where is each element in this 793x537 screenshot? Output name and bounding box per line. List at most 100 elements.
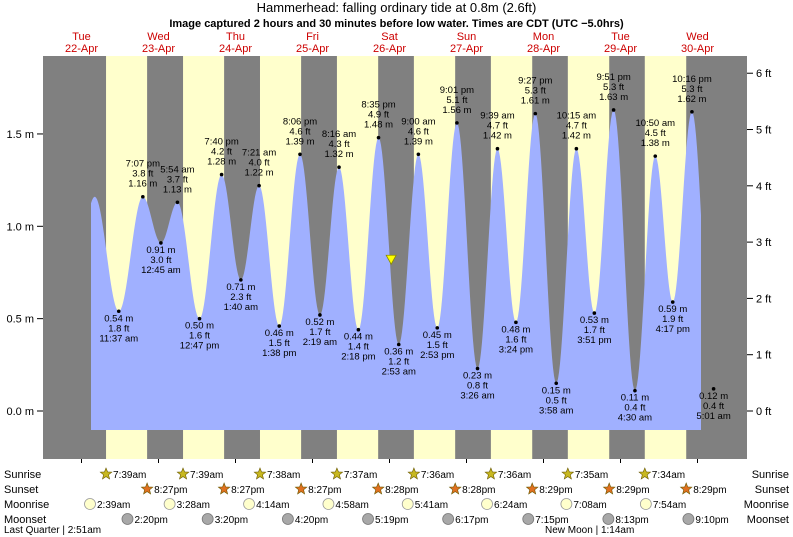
high-tide-dot-1 <box>141 194 145 199</box>
sunset-icon-5 <box>525 482 539 495</box>
high-tide-dot-15 <box>416 152 421 157</box>
moonset-icon-5 <box>522 513 535 525</box>
day-date-5: 27-Apr <box>450 43 483 55</box>
left-tick-label-0: 0.0 m <box>6 406 34 418</box>
almanac-row-label-left-0: Sunrise <box>4 469 41 481</box>
high-tide-label-3-1: 3.7 ft <box>167 174 188 185</box>
right-tick-label-6: 6 ft <box>756 68 771 80</box>
low-tide-dot-30 <box>711 387 716 391</box>
high-tide-label-23-0: 10:15 am <box>557 111 597 122</box>
almanac-row-label-left-3: Moonset <box>4 514 46 526</box>
sunrise-icon-0 <box>99 467 113 480</box>
sunrise-icon-1 <box>176 467 190 480</box>
low-tide-label-16-0: 0.45 m <box>423 330 452 341</box>
sunset-time-4: 8:28pm <box>462 485 495 496</box>
day-date-3: 25-Apr <box>296 43 329 55</box>
sunrise-time-3: 7:37am <box>344 470 377 481</box>
low-tide-dot-10 <box>318 313 322 317</box>
sunrise-time-5: 7:36am <box>498 470 531 481</box>
moonset-time-6: 8:13pm <box>615 515 648 526</box>
sunset-time-1: 8:27pm <box>231 485 264 496</box>
low-tide-label-2-1: 3.0 ft <box>150 255 171 266</box>
low-tide-label-20-1: 1.6 ft <box>505 334 526 345</box>
high-tide-dot-7 <box>257 183 261 188</box>
low-tide-dot-18 <box>475 366 480 371</box>
low-tide-label-4-1: 1.6 ft <box>189 331 210 342</box>
moonset-time-7: 9:10pm <box>695 515 728 526</box>
low-tide-label-2-0: 0.91 m <box>146 245 175 256</box>
moonset-time-4: 6:17pm <box>455 515 488 526</box>
moonrise-time-7: 7:54am <box>653 500 686 511</box>
high-tide-label-29-1: 5.3 ft <box>681 84 702 95</box>
low-tide-label-14-2: 2:53 am <box>382 367 416 378</box>
high-tide-dot-23 <box>574 146 579 151</box>
current-level-marker <box>385 254 397 266</box>
sunset-icon-3 <box>371 482 385 495</box>
high-tide-label-3-0: 5:54 am <box>160 164 194 175</box>
high-tide-label-29-0: 10:16 pm <box>672 74 712 85</box>
moon-phase-1: New Moon | 1:14am <box>545 525 634 536</box>
high-tide-dot-5 <box>219 172 224 177</box>
almanac-row-label-right-1: Sunset <box>755 484 789 496</box>
low-tide-label-28-1: 1.9 ft <box>662 314 683 325</box>
sunset-time-5: 8:29pm <box>539 485 572 496</box>
low-tide-label-28-0: 0.59 m <box>658 304 687 315</box>
low-tide-label-18-1: 0.8 ft <box>467 381 488 392</box>
sunset-time-7: 8:29pm <box>693 485 726 496</box>
day-name-7: Tue <box>611 31 630 43</box>
day-name-8: Wed <box>686 31 708 43</box>
low-tide-dot-6 <box>239 278 243 282</box>
low-tide-label-8-1: 1.5 ft <box>269 338 290 349</box>
high-tide-label-11-1: 4.3 ft <box>328 139 349 150</box>
sunrise-icon-2 <box>253 467 267 480</box>
high-tide-dot-29 <box>690 109 694 114</box>
moonset-icon-7 <box>682 513 695 525</box>
sunset-icon-4 <box>448 482 462 495</box>
low-tide-dot-4 <box>197 316 202 321</box>
high-tide-label-9-1: 4.6 ft <box>289 126 310 137</box>
moonset-time-2: 4:20pm <box>295 515 328 526</box>
high-tide-label-27-2: 1.38 m <box>641 138 670 149</box>
low-tide-label-24-2: 3:51 pm <box>577 335 611 346</box>
sunrise-icon-7 <box>638 467 652 480</box>
high-tide-label-19-1: 4.7 ft <box>487 121 508 132</box>
high-tide-label-19-0: 9:39 am <box>480 111 514 122</box>
low-tide-label-12-1: 1.4 ft <box>348 342 369 353</box>
sunset-icon-2 <box>294 482 308 495</box>
moonrise-icon-1 <box>163 498 176 510</box>
low-tide-dot-14 <box>396 342 401 347</box>
moonset-icon-3 <box>362 513 374 525</box>
moonset-time-3: 5:19pm <box>375 515 408 526</box>
low-tide-dot-20 <box>514 320 518 325</box>
low-tide-label-0-0: 0.54 m <box>104 313 133 324</box>
high-tide-dot-19 <box>495 146 500 151</box>
high-tide-label-5-1: 4.2 ft <box>211 147 232 158</box>
sunset-time-6: 8:29pm <box>616 485 649 496</box>
sunset-icon-7 <box>679 482 693 495</box>
low-tide-dot-0 <box>116 309 121 314</box>
sunrise-icon-3 <box>330 467 344 480</box>
right-tick-label-2: 2 ft <box>756 293 771 305</box>
low-tide-label-30-1: 0.4 ft <box>703 401 724 412</box>
left-tick-label-1: 0.5 m <box>6 314 34 326</box>
low-tide-label-6-2: 1:40 am <box>224 302 258 313</box>
moonset-time-5: 7:15pm <box>535 515 568 526</box>
moonrise-time-3: 4:58am <box>335 500 368 511</box>
left-tick-label-3: 1.5 m <box>6 129 34 141</box>
right-tick-label-1: 1 ft <box>756 350 771 362</box>
high-tide-label-27-1: 4.5 ft <box>645 128 666 139</box>
day-labels: Tue22-AprWed23-AprThu24-AprFri25-AprSat2… <box>65 31 714 463</box>
low-tide-label-14-0: 0.36 m <box>384 347 413 358</box>
moonrise-time-6: 7:08am <box>573 500 606 511</box>
sunset-time-0: 8:27pm <box>154 485 187 496</box>
low-tide-label-22-2: 3:58 am <box>539 405 573 416</box>
high-tide-label-25-0: 9:51 pm <box>596 72 630 83</box>
high-tide-dot-27 <box>653 154 658 158</box>
sunrise-time-2: 7:38am <box>267 470 300 481</box>
low-tide-dot-12 <box>356 327 361 332</box>
axes: 0.0 m 0.5 m 1.0 m 1.5 m 0 ft 1 ft 2 ft 3 ft 4 ft… <box>6 68 771 418</box>
high-tide-label-11-2: 1.32 m <box>324 149 353 160</box>
almanac-row-label-left-2: Moonrise <box>4 499 49 511</box>
low-tide-label-24-0: 0.53 m <box>580 315 609 326</box>
